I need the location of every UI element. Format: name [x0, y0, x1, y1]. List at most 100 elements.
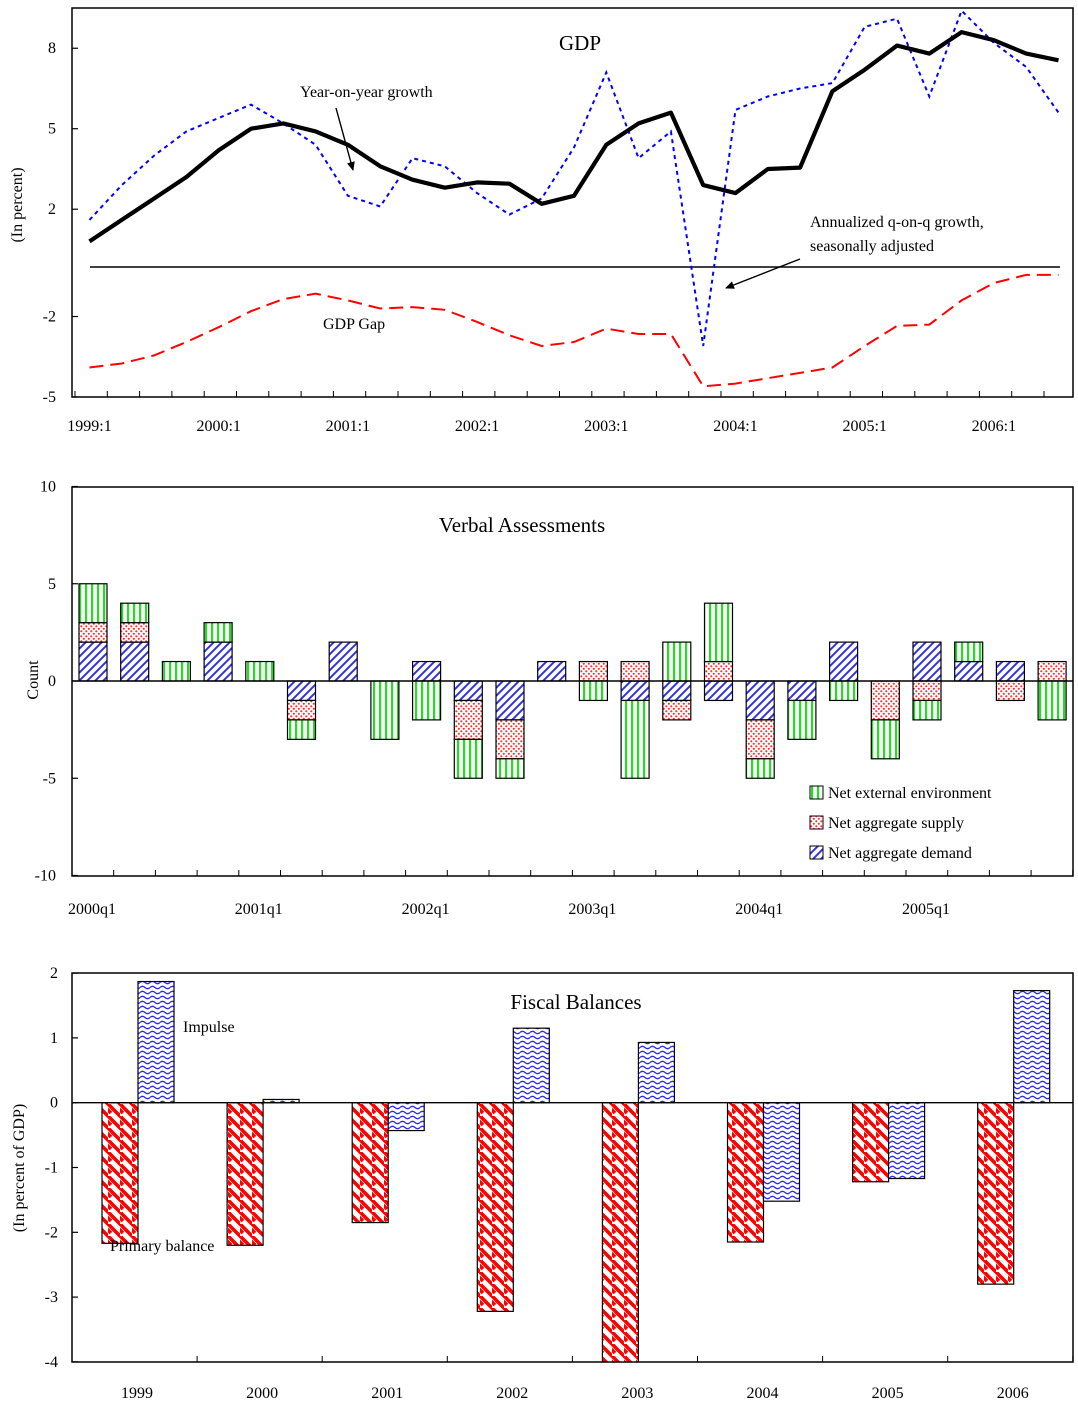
bar-net-external-environment — [954, 641, 984, 663]
bar-primary-balance — [101, 1102, 139, 1244]
gdp-x-tick-label: 2003:1 — [584, 418, 628, 435]
bar-net-aggregate-demand — [203, 641, 233, 682]
bar-net-external-environment — [161, 660, 191, 682]
fiscal-x-axis: 1999 2000 2001 2002 2003 2004 2005 2006 — [71, 1356, 1074, 1402]
gdp-y-tick-label: 2 — [48, 201, 56, 218]
verbal-x-tick-label: 2003q1 — [568, 901, 616, 918]
fiscal-y-tick-label: -1 — [45, 1160, 58, 1177]
annotation-yoy: Year-on-year growth — [300, 84, 433, 101]
bar-net-aggregate-supply — [78, 622, 108, 643]
bar-primary-balance — [977, 1102, 1015, 1285]
gdp-x-tick-label: 2000:1 — [196, 418, 240, 435]
bar-net-aggregate-supply — [453, 699, 483, 740]
annotation-primary: Primary balance — [110, 1238, 214, 1255]
annotation-gdp-gap: GDP Gap — [323, 316, 385, 333]
bar-net-aggregate-supply — [495, 719, 525, 760]
bar-net-aggregate-demand — [328, 641, 358, 682]
gdp-x-tick-label: 2001:1 — [326, 418, 370, 435]
fiscal-bars — [101, 980, 1051, 1363]
verbal-y-tick-label: 10 — [40, 479, 56, 496]
gdp-chart: 8 5 2 -2 -5 1999:1 2000:1 2001:1 2002:1 2003:1 20… — [9, 7, 1074, 435]
bar-net-external-environment — [703, 602, 734, 663]
fiscal-x-tick-label: 2000 — [246, 1385, 278, 1402]
gdp-y-tick-label: -2 — [43, 309, 56, 326]
bar-net-aggregate-supply — [286, 699, 317, 721]
fiscal-x-tick-label: 1999 — [121, 1385, 153, 1402]
fiscal-y-tick-label: -4 — [45, 1354, 58, 1371]
fiscal-x-tick-label: 2006 — [997, 1385, 1029, 1402]
bar-impulse — [387, 1102, 425, 1132]
gdp-plot-frame — [71, 7, 1074, 398]
fiscal-y-axis-label: (In percent of GDP) — [11, 1104, 28, 1232]
bar-net-aggregate-demand — [412, 660, 442, 682]
bar-impulse — [1013, 989, 1051, 1104]
verbal-y-tick-label: -5 — [43, 770, 56, 787]
fiscal-y-tick-label: 0 — [50, 1095, 58, 1112]
bar-net-external-environment — [495, 758, 525, 779]
bar-primary-balance — [726, 1102, 765, 1243]
bar-net-external-environment — [620, 699, 650, 779]
bar-impulse — [637, 1041, 676, 1104]
legend-swatch-supply — [809, 815, 824, 830]
bar-net-aggregate-demand — [662, 680, 692, 702]
bar-net-aggregate-demand — [828, 641, 859, 682]
bar-net-aggregate-supply — [870, 680, 900, 721]
fiscal-y-tick-label: -2 — [45, 1224, 58, 1241]
gdp-x-axis: 1999:1 2000:1 2001:1 2002:1 2003:1 2004:1 2005… — [67, 391, 1045, 435]
bar-net-external-environment — [870, 719, 900, 760]
verbal-y-axis-label: Count — [25, 660, 42, 700]
bar-net-aggregate-supply — [1037, 660, 1067, 682]
bar-primary-balance — [476, 1102, 514, 1312]
bar-net-aggregate-supply — [120, 622, 150, 643]
bar-net-aggregate-supply — [662, 699, 692, 721]
gdp-y-tick-label: 5 — [48, 121, 56, 138]
verbal-x-tick-label: 2000q1 — [68, 901, 116, 918]
gdp-y-tick-label: 8 — [48, 40, 56, 57]
verbal-x-tick-label: 2001q1 — [235, 901, 283, 918]
verbal-legend: Net external environment Net aggregate s… — [809, 785, 992, 862]
bar-net-aggregate-demand — [912, 641, 942, 682]
verbal-y-tick-label: 5 — [48, 576, 56, 593]
bar-impulse — [887, 1102, 926, 1180]
bar-net-external-environment — [412, 680, 442, 721]
verbal-title: Verbal Assessments — [439, 513, 605, 537]
line-qoq-growth — [88, 8, 1060, 347]
fiscal-y-tick-label: 1 — [50, 1030, 58, 1047]
fiscal-x-tick-label: 2002 — [496, 1385, 528, 1402]
bar-net-aggregate-demand — [537, 660, 567, 682]
legend-label-external: Net external environment — [828, 785, 992, 802]
bar-net-aggregate-demand — [703, 680, 734, 702]
verbal-x-tick-label: 2005q1 — [902, 901, 950, 918]
bar-net-aggregate-supply — [620, 660, 650, 682]
fiscal-x-tick-label: 2004 — [747, 1385, 779, 1402]
bar-net-aggregate-supply — [745, 719, 775, 760]
fiscal-x-tick-label: 2001 — [371, 1385, 403, 1402]
bar-net-external-environment — [1037, 680, 1067, 721]
bar-net-aggregate-demand — [78, 641, 108, 682]
bar-primary-balance — [601, 1102, 640, 1363]
verbal-y-tick-label: -10 — [35, 868, 56, 885]
legend-swatch-external — [809, 785, 824, 800]
line-yoy-growth — [88, 29, 1059, 244]
bar-net-external-environment — [745, 758, 775, 779]
legend-swatch-demand — [809, 845, 824, 860]
bar-net-external-environment — [787, 699, 817, 740]
verbal-x-axis: 2000q1 2001q1 2002q1 2003q1 2004q1 2005q1 — [68, 870, 1074, 918]
bar-net-external-environment — [578, 680, 609, 702]
gdp-x-tick-label: 2004:1 — [713, 418, 757, 435]
verbal-y-axis: 10 5 0 -5 -10 — [35, 479, 78, 885]
bar-impulse — [137, 980, 175, 1104]
gdp-y-axis: 8 5 2 -2 -5 — [43, 40, 78, 406]
bar-net-aggregate-supply — [912, 680, 942, 702]
bar-net-aggregate-demand — [453, 680, 483, 702]
gdp-title: GDP — [559, 31, 601, 55]
bar-net-aggregate-demand — [495, 680, 525, 721]
legend-label-demand: Net aggregate demand — [828, 845, 972, 862]
verbal-x-tick-label: 2002q1 — [402, 901, 450, 918]
bar-net-aggregate-demand — [120, 641, 150, 682]
legend-label-supply: Net aggregate supply — [828, 815, 964, 832]
fiscal-chart: 2 1 0 -1 -2 -3 -4 1999 2000 2001 2002 2003 2004 2005… — [11, 965, 1074, 1402]
bar-impulse — [762, 1102, 801, 1202]
bar-net-aggregate-supply — [578, 660, 609, 682]
bar-net-external-environment — [370, 680, 400, 740]
